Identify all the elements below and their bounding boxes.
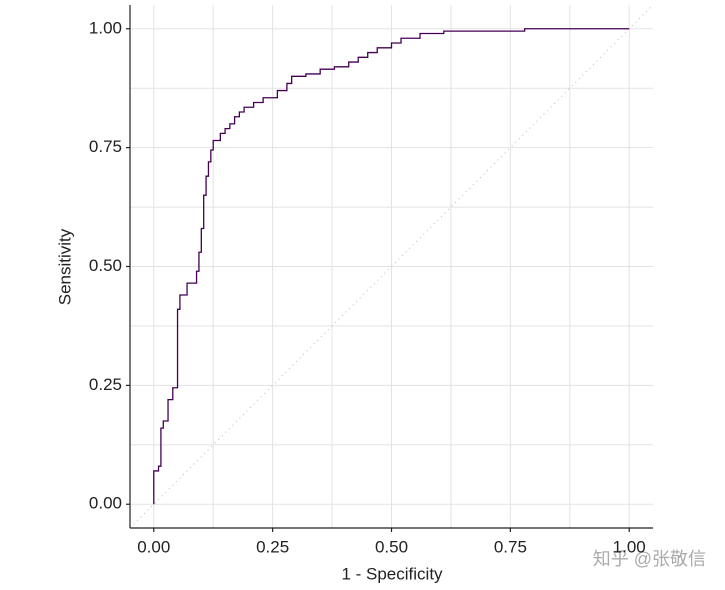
x-tick-label: 0.25 [256,537,289,556]
x-axis-title: 1 - Specificity [341,564,443,583]
y-tick-label: 0.00 [89,494,122,513]
y-tick-label: 0.25 [89,375,122,394]
x-tick-label: 1.00 [613,537,646,556]
x-tick-label: 0.75 [494,537,527,556]
y-tick-label: 0.75 [89,137,122,156]
y-axis-title: Sensitivity [55,228,74,305]
watermark: 知乎 @张敬信 [593,549,706,569]
y-tick-label: 0.50 [89,256,122,275]
y-tick-label: 1.00 [89,18,122,37]
x-tick-label: 0.00 [137,537,170,556]
x-tick-label: 0.50 [375,537,408,556]
roc-curve [153,28,630,505]
